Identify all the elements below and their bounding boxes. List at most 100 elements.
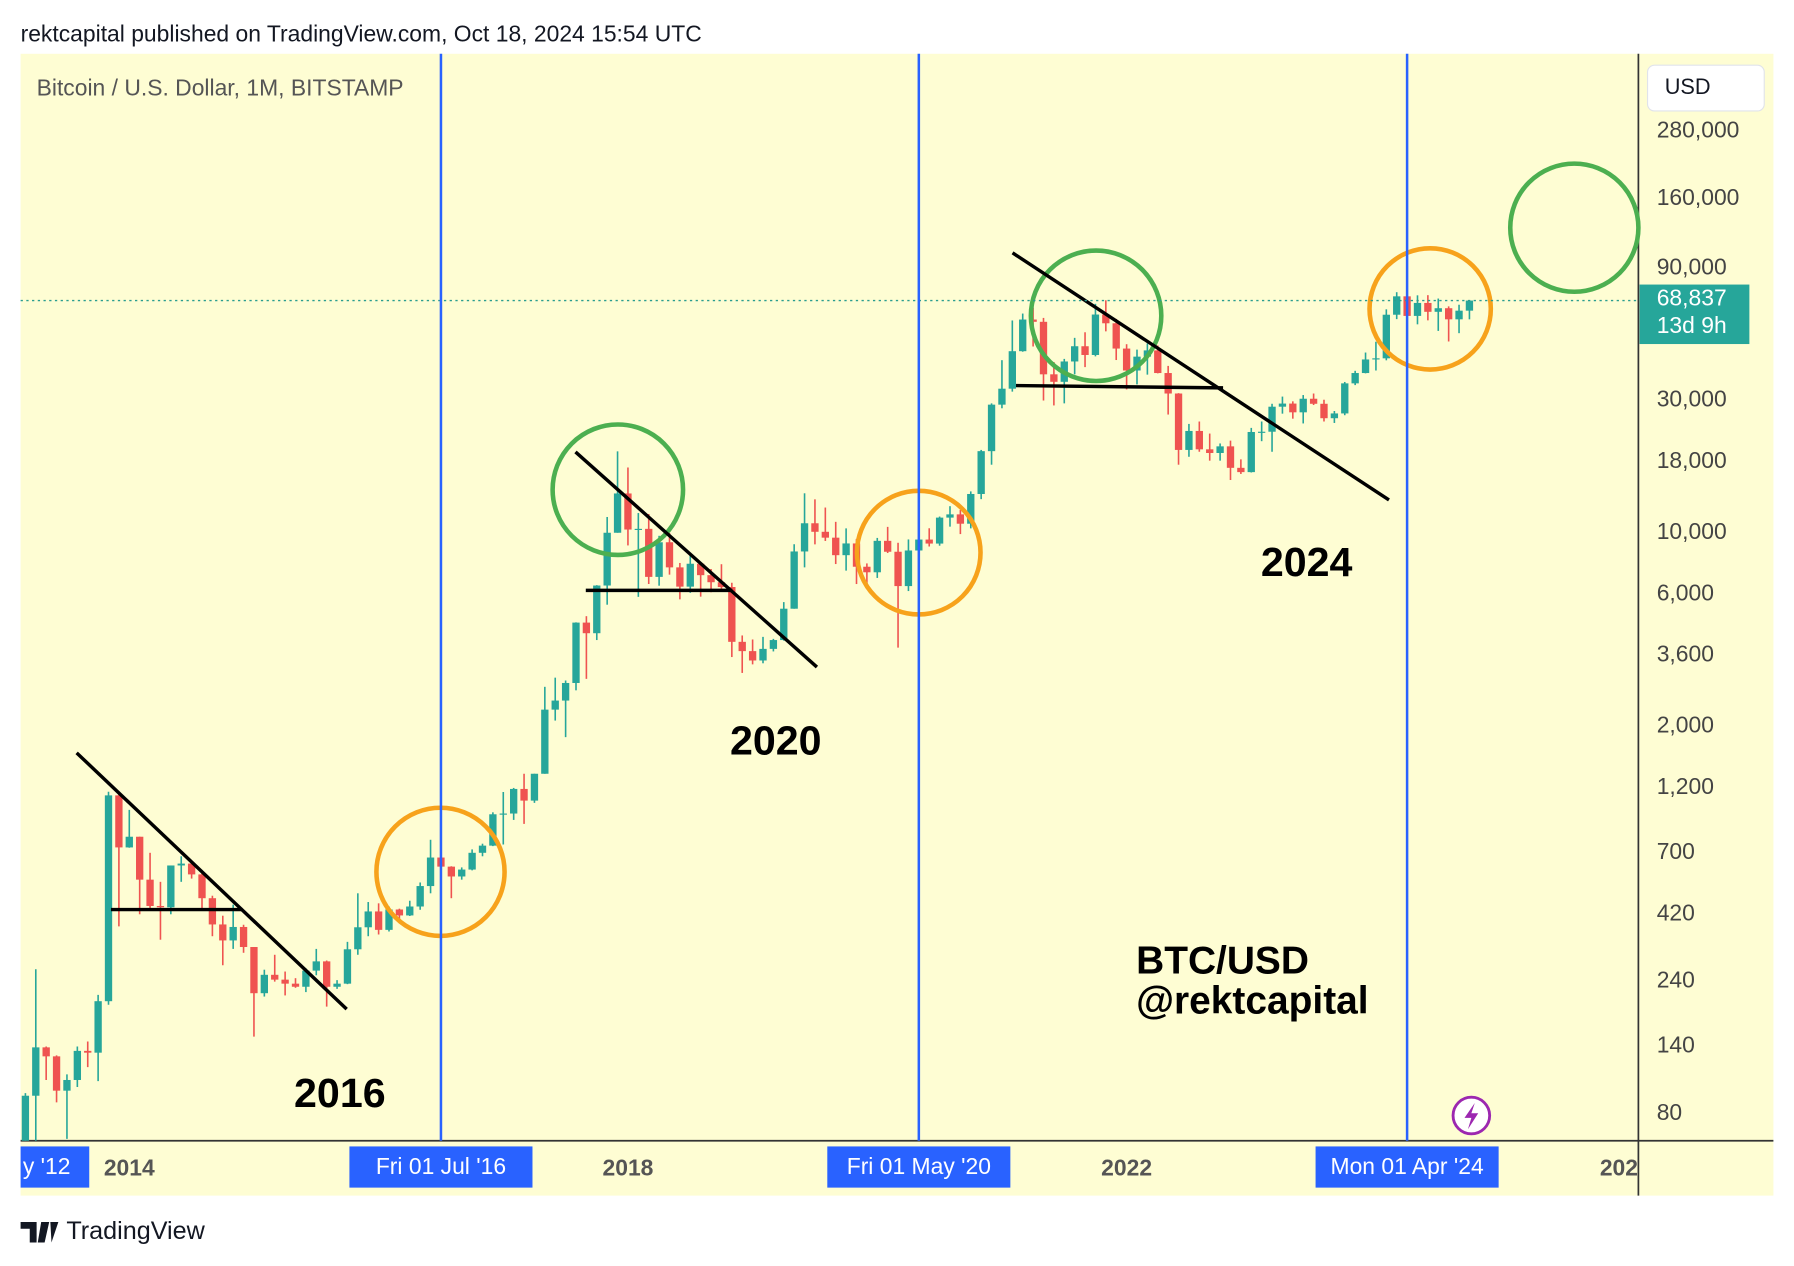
- candle-body: [1320, 403, 1328, 419]
- circle: [1367, 245, 1494, 372]
- candle-body: [1372, 358, 1380, 360]
- annotation: 2020: [730, 718, 822, 764]
- candle-body: [478, 845, 487, 853]
- alert-icon[interactable]: [1451, 1095, 1492, 1136]
- candle-body: [385, 909, 393, 930]
- trendline: [75, 751, 348, 1011]
- candle-body: [1268, 406, 1276, 432]
- candle-body: [780, 608, 788, 641]
- candle-body: [811, 523, 819, 532]
- candle-body: [925, 539, 933, 544]
- footer-brand: TradingView: [66, 1217, 205, 1245]
- annotation: @rektcapital: [1136, 980, 1368, 1023]
- candle-body: [489, 814, 497, 846]
- x-tick-label: 2014: [104, 1154, 155, 1180]
- candle-body: [323, 961, 331, 987]
- edge-label-box: [20, 1146, 90, 1188]
- candle-body: [790, 551, 798, 609]
- candle-body: [1195, 430, 1203, 450]
- alert-bolt[interactable]: [1464, 1102, 1479, 1130]
- candle-body: [1174, 393, 1183, 450]
- candle-body: [374, 911, 383, 930]
- y-tick-label: 2,000: [1657, 711, 1714, 737]
- candle-body: [800, 523, 809, 552]
- candle-body: [1216, 446, 1224, 453]
- candle-body: [1361, 359, 1370, 374]
- y-tick-label: 6,000: [1657, 579, 1714, 605]
- candle-body: [655, 542, 663, 577]
- candle-body: [1455, 310, 1463, 320]
- currency[interactable]: USD: [1665, 74, 1711, 99]
- candle-body: [603, 532, 611, 586]
- candle-body: [354, 927, 362, 950]
- candle-body: [987, 404, 996, 452]
- candle-body: [52, 1056, 61, 1091]
- candle-body: [250, 947, 258, 994]
- last-price-box: [1639, 284, 1750, 345]
- candle-body: [1050, 374, 1058, 382]
- legend: Bitcoin / U.S. Dollar, 1M, BITSTAMP: [37, 74, 404, 100]
- candle-body: [416, 886, 424, 907]
- circle: [1028, 248, 1164, 384]
- candle-body: [271, 974, 279, 980]
- candle-body: [676, 567, 684, 587]
- candle-body: [1309, 398, 1318, 404]
- candle-body: [21, 1095, 30, 1141]
- candle-body: [426, 857, 435, 887]
- candle-body: [904, 550, 913, 587]
- trendline: [574, 450, 819, 669]
- y-tick-label: 140: [1657, 1032, 1695, 1058]
- candle-body: [136, 836, 144, 880]
- candle-body: [634, 528, 642, 530]
- candle-body: [260, 974, 269, 994]
- support-line: [1015, 383, 1224, 390]
- y-tick-label: 30,000: [1657, 386, 1727, 412]
- y-tick-label: 3,600: [1657, 641, 1714, 667]
- y-tick-label: 240: [1657, 967, 1695, 993]
- logo-mark: [20, 1221, 59, 1243]
- candle-body: [281, 979, 289, 984]
- publisher-line: rektcapital published on TradingView.com…: [21, 21, 702, 47]
- candle-body: [1226, 446, 1235, 468]
- candle-body: [884, 540, 892, 552]
- candle-body: [156, 905, 165, 908]
- candle-body: [84, 1050, 92, 1053]
- candle-body: [364, 911, 372, 928]
- candle-body: [1330, 413, 1339, 419]
- drawings: [75, 161, 1641, 1011]
- candle-body: [645, 528, 653, 577]
- x-tick-label: 2018: [603, 1154, 654, 1180]
- currency-box[interactable]: [1646, 64, 1765, 112]
- edge-label: y '12: [23, 1153, 71, 1179]
- candle-body: [1434, 308, 1442, 312]
- y-tick-label: 160,000: [1657, 184, 1740, 210]
- candle-body: [1008, 351, 1016, 389]
- candle-body: [1122, 348, 1131, 371]
- candle-body: [1039, 321, 1048, 375]
- candle-body: [1247, 431, 1255, 473]
- candle-body: [510, 788, 518, 814]
- candle-body: [541, 709, 549, 774]
- candle-body: [977, 451, 985, 494]
- trendline: [1011, 251, 1390, 502]
- candle-body: [863, 566, 871, 573]
- candle-body: [551, 700, 559, 710]
- candle-body: [1341, 383, 1349, 414]
- candle-body: [894, 551, 902, 587]
- candle-body: [707, 575, 715, 583]
- candle-body: [406, 906, 414, 916]
- candle-body: [125, 836, 133, 848]
- candle-body: [769, 640, 778, 649]
- candle-body: [624, 493, 632, 530]
- marker-label: Mon 01 Apr '24: [1331, 1153, 1484, 1179]
- candle-body: [1444, 308, 1453, 320]
- candle-body: [312, 961, 320, 971]
- candle-body: [738, 641, 746, 652]
- candle-body: [873, 540, 881, 573]
- candle-body: [333, 983, 341, 987]
- candle-body: [63, 1079, 71, 1091]
- candle-body: [1278, 403, 1287, 407]
- candle-body: [1289, 403, 1297, 413]
- candle-body: [343, 949, 352, 984]
